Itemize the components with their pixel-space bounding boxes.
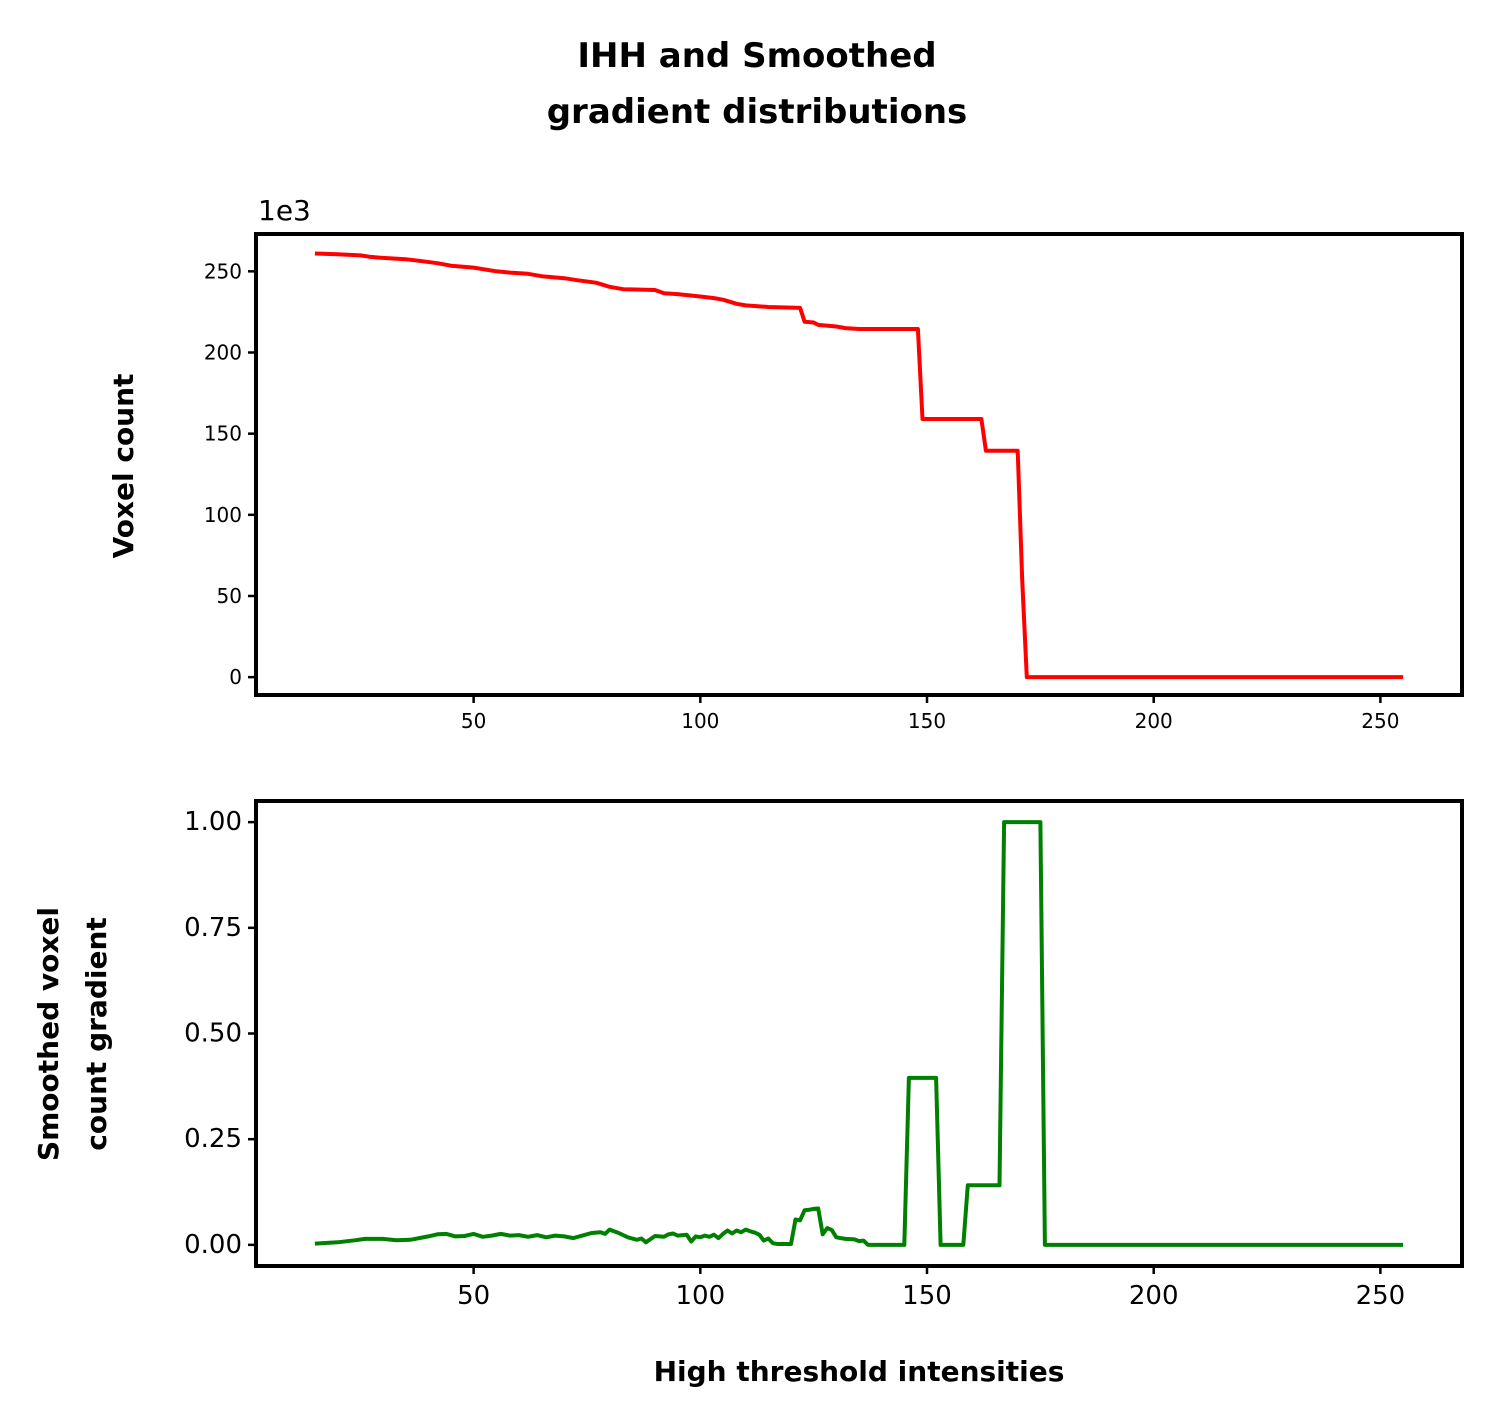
x-tick-label: 150	[902, 1281, 952, 1311]
x-tick-label: 150	[908, 709, 946, 733]
ihh-series-line	[314, 251, 1404, 680]
x-tick-label: 250	[1361, 709, 1399, 733]
x-tick-label: 200	[1135, 709, 1173, 733]
figure-title-line2: gradient distributions	[547, 92, 968, 132]
y-tick-label: 0.50	[184, 1019, 242, 1049]
smoothed-gradient-series-line	[314, 820, 1404, 1247]
x-tick-label: 100	[675, 1281, 725, 1311]
x-tick-label: 50	[457, 1281, 490, 1311]
bottom-axes-xlabel: High threshold intensities	[654, 1355, 1065, 1388]
y-tick-label: 250	[204, 259, 242, 283]
top-axes: 50 100 150 200 250 0 50 100 150 200 250 1e3 Voxel …	[107, 194, 1464, 733]
top-axes-ticks: 50 100 150 200 250 0 50 100 150 200 250	[204, 259, 1400, 733]
bottom-axes-ticks: 50 100 150 200 250 0.00 0.25 0.50 0.75 1.00	[184, 807, 1405, 1311]
x-tick-label: 100	[681, 709, 719, 733]
y-tick-label: 0.00	[184, 1230, 242, 1260]
bottom-axes: 50 100 150 200 250 0.00 0.25 0.50 0.75 1.00 Smoot…	[32, 799, 1464, 1388]
x-tick-label: 50	[461, 709, 486, 733]
y-tick-label: 1.00	[184, 807, 242, 837]
y-tick-label: 0.25	[184, 1124, 242, 1154]
y-tick-label: 150	[204, 422, 242, 446]
y-tick-label: 0.75	[184, 913, 242, 943]
x-tick-label: 250	[1356, 1281, 1406, 1311]
y-tick-label: 100	[204, 503, 242, 527]
figure-title-line1: IHH and Smoothed	[577, 36, 936, 76]
top-axes-ylabel: Voxel count	[107, 374, 140, 559]
y-tick-label: 50	[217, 584, 242, 608]
top-axes-offset-label: 1e3	[258, 194, 311, 227]
y-tick-label: 200	[204, 340, 242, 364]
bottom-axes-ylabel-line1: Smoothed voxel	[32, 907, 65, 1161]
y-tick-label: 0	[229, 665, 242, 689]
top-axes-frame	[254, 232, 1464, 697]
x-tick-label: 200	[1129, 1281, 1179, 1311]
bottom-axes-ylabel-line2: count gradient	[80, 917, 113, 1151]
